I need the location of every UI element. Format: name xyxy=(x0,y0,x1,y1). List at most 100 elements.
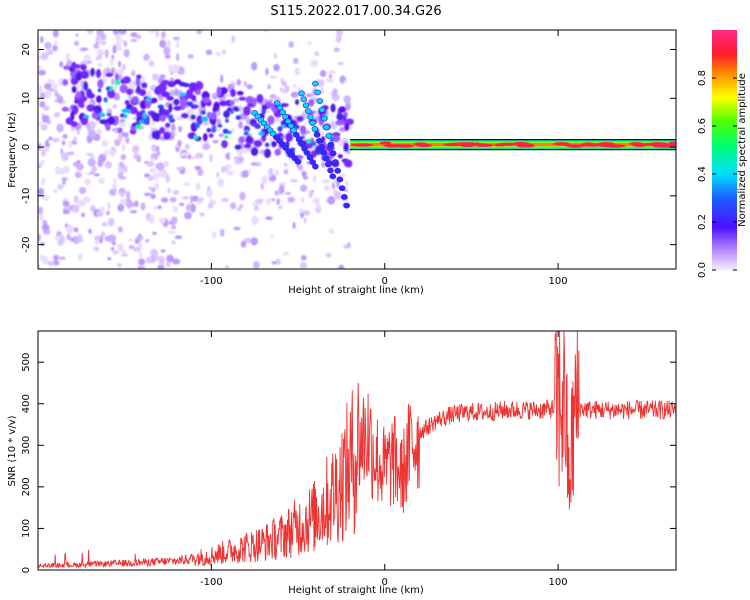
spectrogram-noise-blob xyxy=(117,226,123,233)
spectrogram-signal-blob xyxy=(238,96,246,101)
spectrogram-noise-blob xyxy=(305,93,313,98)
spectrogram-hot-blob xyxy=(261,108,267,115)
spectrogram-noise-blob xyxy=(75,162,84,171)
spectrogram-noise-blob xyxy=(280,78,284,85)
spectrogram-signal-blob xyxy=(99,119,109,125)
spectrogram-noise-blob xyxy=(111,241,117,246)
spectrogram-noise-blob xyxy=(155,30,159,38)
spectrogram-noise-blob xyxy=(175,53,180,62)
spectrogram-noise-blob xyxy=(126,190,131,200)
snr-frame xyxy=(37,330,677,571)
spectrogram-noise-blob xyxy=(307,41,312,46)
spectrogram-noise-blob xyxy=(216,172,220,178)
spectrogram-noise-blob xyxy=(240,240,247,248)
spectrogram-noise-blob xyxy=(278,184,285,194)
spectrogram-noise-blob xyxy=(238,120,243,129)
spectrogram-noise-blob xyxy=(118,176,127,180)
spectrogram-noise-blob xyxy=(66,233,72,241)
spectrogram-noise-blob xyxy=(136,155,142,163)
y-tick-label: 500 xyxy=(21,353,32,372)
figure-title: S115.2022.017.00.34.G26 xyxy=(270,4,441,19)
spectrogram-hot-blob xyxy=(201,116,209,123)
spectrogram-signal-blob xyxy=(230,88,236,98)
spectrogram-noise-blob xyxy=(107,150,111,154)
spectrogram-signal-blob xyxy=(219,100,228,107)
spectrogram-signal-blob xyxy=(86,104,96,112)
spectrogram-noise-blob xyxy=(145,238,150,243)
spectrogram-noise-blob xyxy=(329,228,335,234)
spectrogram-noise-blob xyxy=(40,52,49,60)
spectrogram-noise-blob xyxy=(160,249,166,253)
spectrogram-noise-blob xyxy=(346,242,351,248)
spectrogram-noise-blob xyxy=(265,216,273,221)
spectrogram-noise-blob xyxy=(292,57,299,65)
colorbar-tick-label: 0.4 xyxy=(697,166,708,182)
spectrogram-noise-blob xyxy=(314,51,320,57)
spectrogram-noise-blob xyxy=(95,55,100,61)
spectrogram-noise-blob xyxy=(172,205,178,213)
spectrogram-signal-blob xyxy=(251,97,257,106)
spectrogram-noise-blob xyxy=(117,243,124,252)
spectrogram-signal-blob xyxy=(173,105,182,111)
spectrogram-signal-blob xyxy=(256,93,264,104)
spectrogram-signal-blob xyxy=(202,133,208,142)
spectrogram-noise-blob xyxy=(46,49,54,56)
snr-x-ticks: -100 0 100 xyxy=(200,331,568,588)
spectrogram-noise-blob xyxy=(161,31,166,39)
spectrogram-noise-blob xyxy=(38,69,46,76)
spectrogram-hot-blob xyxy=(106,113,112,117)
spectrogram-streak-blob xyxy=(323,124,330,131)
snr-y-label: SNR (10 * v/v) xyxy=(7,415,18,486)
spectrogram-noise-blob xyxy=(168,63,173,73)
spectrogram-noise-blob xyxy=(87,129,96,138)
snr-y-ticks: 0 100 200 300 400 500 xyxy=(21,353,676,573)
spectrogram-noise-blob xyxy=(81,212,86,218)
spectrogram-noise-blob xyxy=(73,236,79,245)
spectrogram-noise-blob xyxy=(89,171,95,175)
spectrogram-signal-blob xyxy=(180,113,189,119)
spectrogram-noise-blob xyxy=(283,84,290,93)
spectrogram-signal-blob xyxy=(308,98,315,107)
spectrogram-noise-blob xyxy=(292,221,296,230)
spectrogram-noise-blob xyxy=(112,250,119,255)
spectrogram-signal-blob xyxy=(107,89,116,99)
spectrogram-hot-blob xyxy=(135,124,142,130)
spectrogram-noise-blob xyxy=(171,224,177,230)
spectrogram-signal-blob xyxy=(336,113,344,121)
spectrogram-noise-blob xyxy=(76,130,80,135)
spectrogram-noise-blob xyxy=(83,54,91,60)
spectrogram-noise-blob xyxy=(53,188,58,193)
spectrogram-noise-blob xyxy=(282,251,290,256)
spectrogram-noise-blob xyxy=(303,217,307,224)
spectrogram-streak-blob xyxy=(318,143,325,150)
spectrogram-streak-blob xyxy=(306,154,314,161)
spectrogram-hot-blob xyxy=(311,141,317,147)
spectrogram-signal-blob xyxy=(345,118,354,126)
spectrogram-x-ticks: -100 0 100 xyxy=(200,30,568,287)
spectrogram-signal-blob xyxy=(239,136,245,143)
carrier-hot-segment xyxy=(632,143,647,148)
spectrogram-noise-blob xyxy=(202,143,211,151)
spectrogram-noise-blob xyxy=(197,168,204,177)
spectrogram-noise-blob xyxy=(260,183,264,190)
spectrogram-noise-blob xyxy=(261,175,268,185)
spectrogram-noise-blob xyxy=(99,206,105,213)
carrier-hot-segment xyxy=(494,143,507,147)
spectrogram-noise-blob xyxy=(273,63,280,72)
spectrogram-signal-blob xyxy=(208,133,214,138)
spectrogram-noise-blob xyxy=(39,213,44,221)
spectrogram-signal-blob xyxy=(335,119,345,126)
spectrogram-noise-blob xyxy=(230,202,236,210)
spectrogram-signal-blob xyxy=(154,87,160,95)
spectrogram-noise-blob xyxy=(117,263,122,267)
spectrogram-noise-blob xyxy=(53,83,58,92)
spectrogram-noise-blob xyxy=(195,182,201,191)
y-tick-label: 0 xyxy=(21,567,32,573)
spectrogram-hot-blob xyxy=(222,128,229,134)
spectrogram-noise-blob xyxy=(298,208,305,213)
spectrogram-noise-blob xyxy=(287,196,296,203)
spectrogram-signal-blob xyxy=(294,99,300,105)
spectrogram-streak-blob xyxy=(295,136,303,143)
spectrogram-signal-blob xyxy=(136,85,141,93)
spectrogram-noise-blob xyxy=(207,203,214,209)
